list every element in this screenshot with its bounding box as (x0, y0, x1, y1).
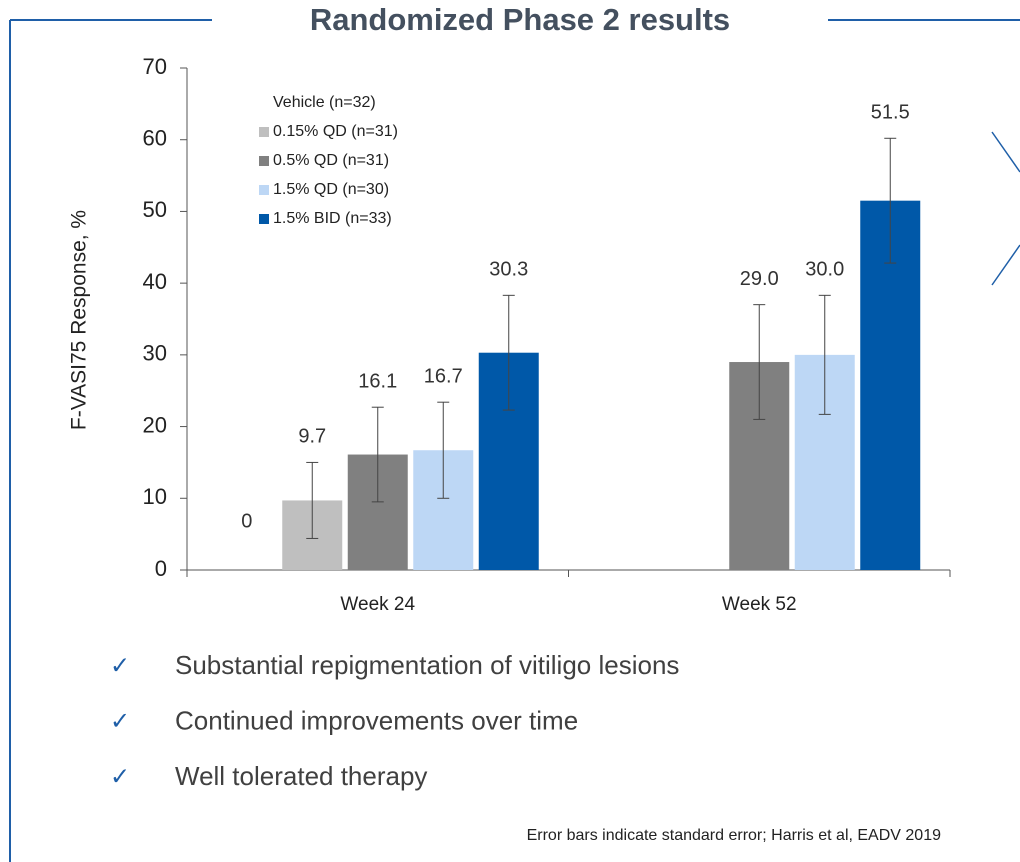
check-icon: ✓ (110, 763, 130, 790)
value-label: 29.0 (740, 268, 779, 290)
legend-label: 0.5% QD (n=31) (273, 152, 389, 169)
check-icon: ✓ (110, 708, 130, 735)
bullet-text: Substantial repigmentation of vitiligo l… (175, 650, 679, 680)
bullet-text: Continued improvements over time (175, 705, 578, 735)
value-label: 30.3 (489, 259, 528, 281)
legend-swatch (259, 214, 269, 224)
legend-label: 1.5% BID (n=33) (273, 210, 392, 227)
legend-label: 0.15% QD (n=31) (273, 123, 398, 140)
footnote: Error bars indicate standard error; Harr… (527, 827, 942, 844)
value-label: 0 (241, 510, 252, 532)
y-tick-label: 30 (143, 341, 167, 366)
y-tick-label: 20 (143, 412, 167, 437)
value-label: 16.1 (358, 370, 397, 392)
bullet-text: Well tolerated therapy (175, 761, 427, 791)
legend-swatch (259, 156, 269, 166)
decor-line (991, 244, 1020, 286)
y-axis-label: F-VASI75 Response, % (68, 210, 91, 430)
x-tick-label: Week 24 (340, 594, 415, 615)
legend-label: 1.5% QD (n=30) (273, 181, 389, 198)
value-label: 16.7 (424, 365, 463, 387)
value-label: 9.7 (298, 426, 326, 448)
y-tick-label: 60 (143, 126, 167, 151)
legend-label: Vehicle (n=32) (273, 94, 376, 111)
slide-title: Randomized Phase 2 results (310, 2, 730, 37)
legend-swatch (259, 185, 269, 195)
x-tick-label: Week 52 (722, 594, 797, 615)
y-tick-label: 70 (143, 54, 167, 79)
y-tick-label: 50 (143, 197, 167, 222)
decor-line (991, 131, 1020, 173)
y-tick-label: 0 (155, 556, 167, 581)
legend-swatch (259, 98, 269, 108)
check-icon: ✓ (110, 652, 130, 679)
value-label: 51.5 (871, 102, 910, 124)
value-label: 30.0 (805, 259, 844, 281)
legend-swatch (259, 127, 269, 137)
y-tick-label: 40 (143, 269, 167, 294)
y-tick-label: 10 (143, 484, 167, 509)
